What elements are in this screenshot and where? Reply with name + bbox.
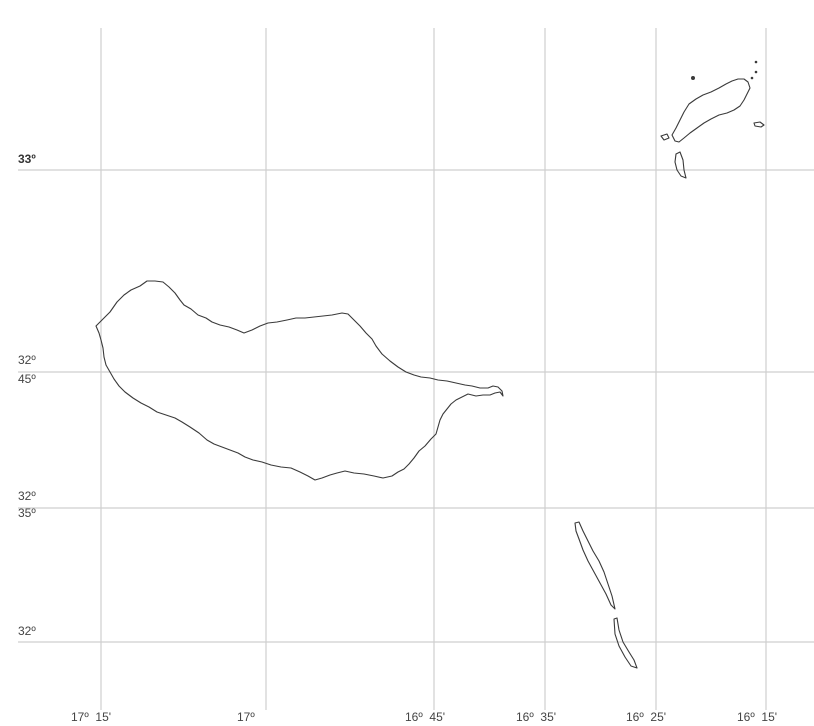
- lon-label-16-45: 16º 45': [405, 710, 445, 724]
- lat-label-32: 32º: [18, 624, 36, 638]
- lon-label-17-15: 17º 15': [71, 710, 111, 724]
- lat-label-32-35-min: 35º: [18, 506, 36, 520]
- lon-label-16-25: 16º 25': [626, 710, 666, 724]
- desertas-north-island: [574, 521, 616, 610]
- meridian-lines: [100, 28, 767, 710]
- desertas-group: [574, 521, 638, 669]
- islet-dot: [754, 60, 758, 64]
- porto-santo-islet-west: [660, 133, 670, 141]
- parallel-lines: [18, 169, 814, 643]
- lat-label-33: 33º: [18, 152, 36, 166]
- lat-label-32-35-deg: 32º: [18, 489, 36, 503]
- porto-santo-islet-south: [674, 151, 687, 179]
- islet-dot: [750, 76, 754, 80]
- porto-santo-group: [660, 60, 765, 179]
- lat-label-32-45-deg: 32º: [18, 353, 36, 367]
- lat-label-32-45-min: 45º: [18, 372, 36, 386]
- lon-label-17: 17º: [237, 710, 255, 724]
- lon-label-16-35: 16º 35': [516, 710, 556, 724]
- latitude-labels: 33º 32º 45º 32º 35º 32º: [18, 152, 36, 638]
- madeira-island: [95, 280, 504, 481]
- islet-dot: [754, 70, 758, 74]
- islet-dot: [691, 76, 695, 80]
- lon-label-16-15: 16º 15': [737, 710, 777, 724]
- porto-santo-islet-east: [753, 121, 765, 128]
- porto-santo-island: [671, 78, 751, 143]
- desertas-south-island: [613, 617, 638, 669]
- longitude-labels: 17º 15' 17º 16º 45' 16º 35' 16º 25' 16º …: [71, 710, 777, 724]
